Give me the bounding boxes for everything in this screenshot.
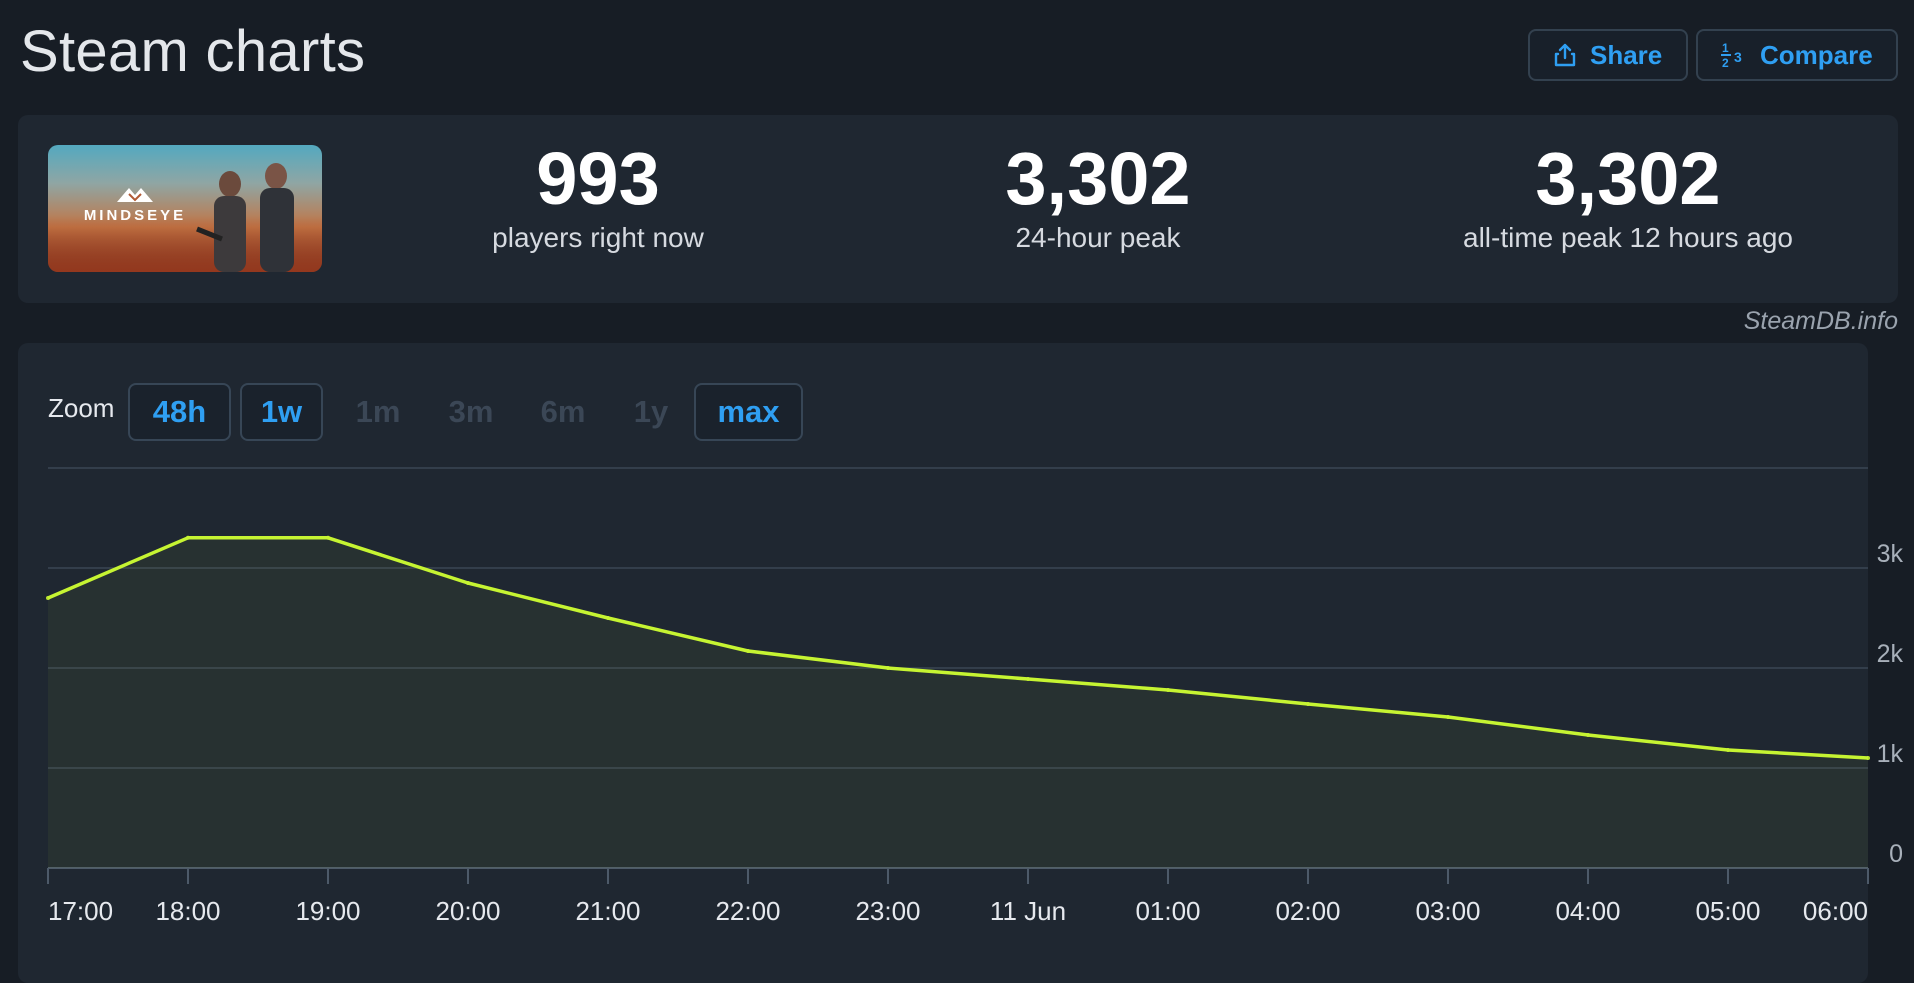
x-tick-label: 04:00 (1555, 896, 1620, 926)
zoom-max-button[interactable]: max (694, 383, 803, 441)
svg-text:2: 2 (1722, 56, 1729, 70)
stat-value: 993 (536, 137, 660, 220)
data-point (326, 535, 330, 540)
x-tick-label: 06:00 (1803, 896, 1868, 926)
stat-current-players: 993 players right now (458, 137, 738, 255)
stat-24h-peak: 3,302 24-hour peak (958, 137, 1238, 255)
y-tick-label: 1k (1877, 740, 1904, 768)
y-tick-label: 2k (1877, 640, 1904, 668)
y-tick-label: 0 (1889, 840, 1903, 868)
compare-label: Compare (1760, 39, 1873, 70)
zoom-3m-button[interactable]: 3m (448, 394, 494, 429)
stat-label: 24-hour peak (1015, 222, 1181, 253)
compare-icon: 1 2 3 (1721, 41, 1742, 70)
x-tick-label: 21:00 (575, 896, 640, 926)
series-area (48, 537, 1868, 868)
x-tick-label: 11 Jun (990, 896, 1066, 926)
game-thumbnail[interactable]: MINDSEYE (48, 145, 322, 272)
page-header: Steam charts Share 1 2 3 Compare (0, 0, 1914, 110)
x-tick-label: 01:00 (1135, 896, 1200, 926)
data-point (1586, 733, 1590, 737)
x-tick-label: 03:00 (1415, 896, 1480, 926)
zoom-6m-button[interactable]: 6m (540, 394, 586, 429)
share-label: Share (1590, 39, 1663, 70)
x-tick-label: 17:00 (48, 896, 113, 926)
series-line (47, 536, 1869, 760)
svg-text:3: 3 (1734, 49, 1742, 65)
data-point (186, 535, 190, 540)
x-tick-label: 05:00 (1695, 896, 1760, 926)
x-tick-label: 19:00 (295, 896, 360, 926)
x-tick-label: 22:00 (715, 896, 780, 926)
stat-value: 3,302 (1535, 137, 1721, 220)
game-characters-art (196, 163, 294, 272)
stat-label: players right now (492, 222, 704, 253)
page-title: Steam charts (20, 19, 366, 84)
mountain-logo-icon (117, 188, 153, 202)
x-tick-label: 18:00 (155, 896, 220, 926)
stat-label: all-time peak 12 hours ago (1463, 222, 1793, 253)
zoom-label: Zoom (48, 393, 115, 423)
stat-value: 3,302 (1005, 137, 1191, 220)
stats-panel: MINDSEYE 993 players right now 3,302 24-… (18, 115, 1898, 303)
stat-all-time-peak: 3,302 all-time peak 12 hours ago (1418, 137, 1838, 255)
game-logo: MINDSEYE (70, 185, 200, 224)
y-tick-label: 3k (1877, 540, 1904, 568)
zoom-1m-button[interactable]: 1m (355, 394, 401, 429)
zoom-1w-button[interactable]: 1w (240, 383, 323, 441)
data-point (1866, 756, 1870, 760)
data-point (466, 581, 470, 585)
data-point (606, 616, 610, 620)
data-point (1306, 702, 1310, 706)
data-point (1026, 677, 1030, 681)
x-tick-label: 20:00 (435, 896, 500, 926)
x-tick-label: 02:00 (1275, 896, 1340, 926)
share-icon (1554, 43, 1576, 67)
steamdb-credit: SteamDB.info (1743, 307, 1898, 335)
data-point (1166, 688, 1170, 692)
share-button[interactable]: Share (1528, 29, 1688, 81)
x-tick-label: 23:00 (855, 896, 920, 926)
chart-card: Zoom 48h 1w 1m 3m 6m 1y max (18, 343, 1868, 983)
zoom-1y-button[interactable]: 1y (633, 394, 669, 429)
game-logo-text: MINDSEYE (83, 207, 187, 224)
data-point (746, 649, 750, 653)
compare-button[interactable]: 1 2 3 Compare (1696, 29, 1898, 81)
data-point (1726, 748, 1730, 752)
data-point (46, 596, 50, 600)
zoom-48h-button[interactable]: 48h (128, 383, 231, 441)
svg-text:1: 1 (1722, 41, 1729, 55)
data-point (886, 666, 890, 670)
data-point (1446, 715, 1450, 719)
